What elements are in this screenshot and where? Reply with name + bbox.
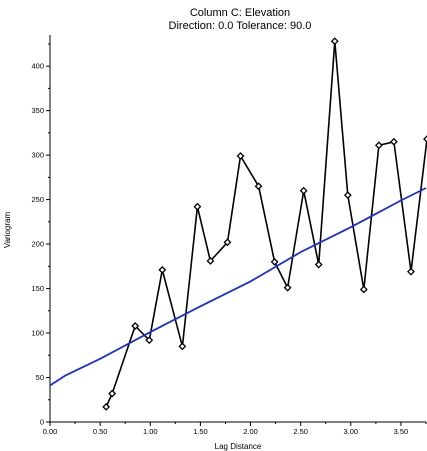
data-point-marker xyxy=(389,137,398,146)
x-tick-label: 1.00 xyxy=(143,427,158,436)
experimental-variogram-series xyxy=(102,37,427,411)
data-point-marker xyxy=(299,186,308,195)
series-layer xyxy=(50,37,427,411)
y-axis-title: Variogram xyxy=(3,212,12,249)
x-axis-ticks: 0.00 0.50 1.00 1.50 2.00 2.50 3.00 3.50 xyxy=(43,422,427,436)
y-tick-label: 150 xyxy=(31,284,44,293)
data-point-marker xyxy=(102,402,111,411)
x-tick-label: 2.00 xyxy=(243,427,258,436)
data-point-marker xyxy=(330,37,339,46)
data-point-marker xyxy=(343,191,352,200)
x-tick-label: 1.50 xyxy=(193,427,208,436)
data-point-marker xyxy=(108,389,117,398)
chart-subtitle: Direction: 0.0 Tolerance: 90.0 xyxy=(169,20,312,32)
axes xyxy=(49,35,426,423)
data-point-marker xyxy=(193,202,202,211)
data-point-marker xyxy=(178,342,187,351)
data-point-marker xyxy=(158,265,167,274)
model-fit-line xyxy=(50,187,427,387)
y-tick-label: 200 xyxy=(31,240,44,249)
data-point-marker xyxy=(131,321,140,330)
data-point-marker xyxy=(223,238,232,247)
data-point-marker xyxy=(283,283,292,292)
data-point-marker xyxy=(270,257,279,266)
data-point-marker xyxy=(206,257,215,265)
data-point-marker xyxy=(374,141,383,150)
y-tick-label: 50 xyxy=(36,373,44,382)
data-point-marker xyxy=(145,336,154,345)
x-tick-label: 3.00 xyxy=(343,427,358,436)
y-axis-ticks: 0 50 100 150 200 250 300 350 400 xyxy=(31,43,50,427)
x-axis-title: Lag Distance xyxy=(215,442,262,451)
data-point-marker xyxy=(314,260,323,269)
y-tick-label: 100 xyxy=(31,329,44,338)
x-tick-label: 3.50 xyxy=(394,427,409,436)
y-tick-label: 300 xyxy=(31,151,44,160)
y-tick-label: 0 xyxy=(40,418,44,427)
y-tick-label: 250 xyxy=(31,195,44,204)
chart-title: Column C: Elevation xyxy=(190,7,290,19)
x-tick-label: 0.50 xyxy=(93,427,108,436)
y-tick-label: 400 xyxy=(31,62,44,71)
y-tick-label: 350 xyxy=(31,106,44,115)
data-point-marker xyxy=(423,135,427,144)
data-point-marker xyxy=(407,267,415,276)
model-fit-series xyxy=(50,187,427,387)
x-tick-label: 0.00 xyxy=(43,427,58,436)
data-point-marker xyxy=(236,152,245,160)
data-point-marker xyxy=(359,285,368,294)
experimental-variogram-line xyxy=(105,40,427,408)
x-tick-label: 2.50 xyxy=(293,427,308,436)
data-point-marker xyxy=(254,182,263,191)
